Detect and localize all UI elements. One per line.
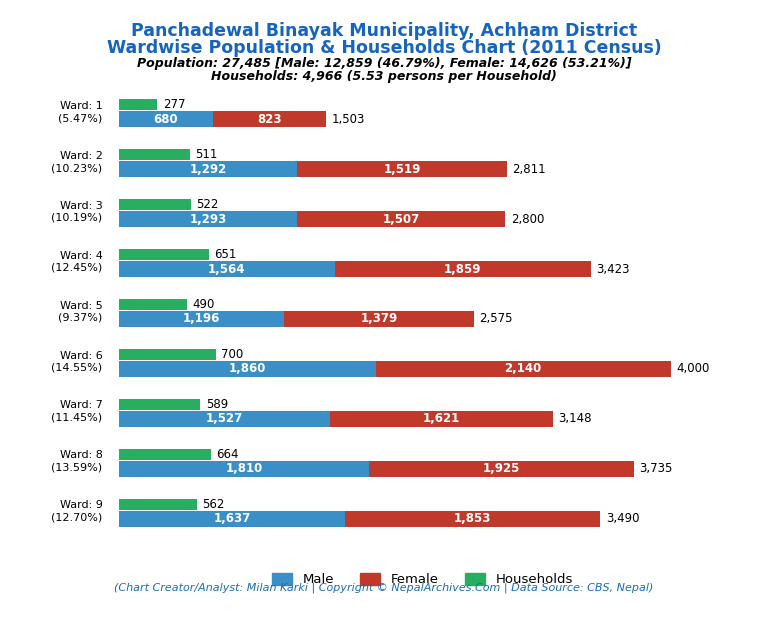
Text: 4,000: 4,000 <box>676 363 710 376</box>
Text: Ward: 4
(12.45%): Ward: 4 (12.45%) <box>51 250 102 273</box>
Bar <box>119 499 197 510</box>
Text: 1,507: 1,507 <box>382 212 420 226</box>
Bar <box>119 411 329 427</box>
Bar <box>335 261 591 277</box>
Bar <box>376 361 670 377</box>
Text: 1,292: 1,292 <box>190 163 227 176</box>
Text: Panchadewal Binayak Municipality, Achham District: Panchadewal Binayak Municipality, Achham… <box>131 22 637 40</box>
Bar <box>119 299 187 310</box>
Bar <box>284 311 474 327</box>
Bar <box>213 111 326 127</box>
Text: 511: 511 <box>195 148 217 161</box>
Bar <box>119 349 216 360</box>
Text: 589: 589 <box>206 398 228 411</box>
Text: 1,564: 1,564 <box>208 262 246 275</box>
Bar <box>119 261 335 277</box>
Text: 1,810: 1,810 <box>225 462 263 475</box>
Text: 664: 664 <box>216 448 239 461</box>
Bar <box>119 361 376 377</box>
Text: 3,148: 3,148 <box>558 412 592 426</box>
Text: 2,575: 2,575 <box>480 313 513 325</box>
Text: 3,423: 3,423 <box>597 262 630 275</box>
Text: 2,811: 2,811 <box>512 163 546 176</box>
Text: 277: 277 <box>163 98 185 111</box>
Bar <box>369 461 634 477</box>
Text: 1,527: 1,527 <box>206 412 243 426</box>
Text: Ward: 1
(5.47%): Ward: 1 (5.47%) <box>58 101 102 123</box>
Bar <box>119 449 210 460</box>
Text: 1,860: 1,860 <box>229 363 266 376</box>
Text: 1,925: 1,925 <box>482 462 520 475</box>
Text: Ward: 9
(12.70%): Ward: 9 (12.70%) <box>51 500 102 523</box>
Text: Wardwise Population & Households Chart (2011 Census): Wardwise Population & Households Chart (… <box>107 39 661 57</box>
Bar <box>297 161 507 177</box>
Text: 3,735: 3,735 <box>640 462 673 475</box>
Bar <box>119 399 200 410</box>
Text: Ward: 7
(11.45%): Ward: 7 (11.45%) <box>51 401 102 423</box>
Text: Ward: 5
(9.37%): Ward: 5 (9.37%) <box>58 300 102 323</box>
Bar <box>119 149 190 160</box>
Text: 1,196: 1,196 <box>183 313 220 325</box>
Text: Ward: 3
(10.19%): Ward: 3 (10.19%) <box>51 201 102 223</box>
Text: 1,379: 1,379 <box>360 313 398 325</box>
Bar <box>297 211 505 227</box>
Bar <box>119 99 157 110</box>
Bar <box>119 211 297 227</box>
Bar <box>119 461 369 477</box>
Bar <box>119 111 213 127</box>
Bar <box>119 249 209 260</box>
Text: 1,637: 1,637 <box>214 512 250 525</box>
Text: (Chart Creator/Analyst: Milan Karki | Copyright © NepalArchives.Com | Data Sourc: (Chart Creator/Analyst: Milan Karki | Co… <box>114 583 654 593</box>
Text: Households: 4,966 (5.53 persons per Household): Households: 4,966 (5.53 persons per Hous… <box>211 70 557 83</box>
Text: 2,800: 2,800 <box>511 212 544 226</box>
Text: 823: 823 <box>257 113 282 126</box>
Text: Population: 27,485 [Male: 12,859 (46.79%), Female: 14,626 (53.21%)]: Population: 27,485 [Male: 12,859 (46.79%… <box>137 57 631 70</box>
Text: Ward: 8
(13.59%): Ward: 8 (13.59%) <box>51 450 102 473</box>
Text: 1,293: 1,293 <box>190 212 227 226</box>
Text: 1,503: 1,503 <box>332 113 365 126</box>
Bar <box>345 511 601 527</box>
Text: 522: 522 <box>197 198 219 211</box>
Bar <box>119 311 284 327</box>
Text: 1,519: 1,519 <box>383 163 421 176</box>
Text: 680: 680 <box>154 113 178 126</box>
Text: 1,859: 1,859 <box>444 262 482 275</box>
Text: 3,490: 3,490 <box>606 512 639 525</box>
Legend: Male, Female, Households: Male, Female, Households <box>266 568 578 591</box>
Bar <box>119 161 297 177</box>
Text: 562: 562 <box>202 498 224 511</box>
Bar <box>119 511 345 527</box>
Text: 700: 700 <box>221 348 243 361</box>
Text: Ward: 6
(14.55%): Ward: 6 (14.55%) <box>51 351 102 373</box>
Text: 1,621: 1,621 <box>422 412 460 426</box>
Bar <box>119 199 191 210</box>
Bar <box>329 411 553 427</box>
Text: 1,853: 1,853 <box>454 512 492 525</box>
Text: Ward: 2
(10.23%): Ward: 2 (10.23%) <box>51 151 102 173</box>
Text: 651: 651 <box>214 248 237 261</box>
Text: 490: 490 <box>192 298 214 311</box>
Text: 2,140: 2,140 <box>505 363 541 376</box>
